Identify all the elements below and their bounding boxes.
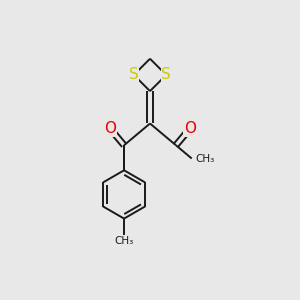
Text: O: O bbox=[184, 121, 196, 136]
Text: O: O bbox=[104, 121, 116, 136]
Text: S: S bbox=[161, 68, 171, 82]
Text: CH₃: CH₃ bbox=[195, 154, 214, 164]
Text: S: S bbox=[129, 68, 139, 82]
Text: CH₃: CH₃ bbox=[114, 236, 134, 246]
